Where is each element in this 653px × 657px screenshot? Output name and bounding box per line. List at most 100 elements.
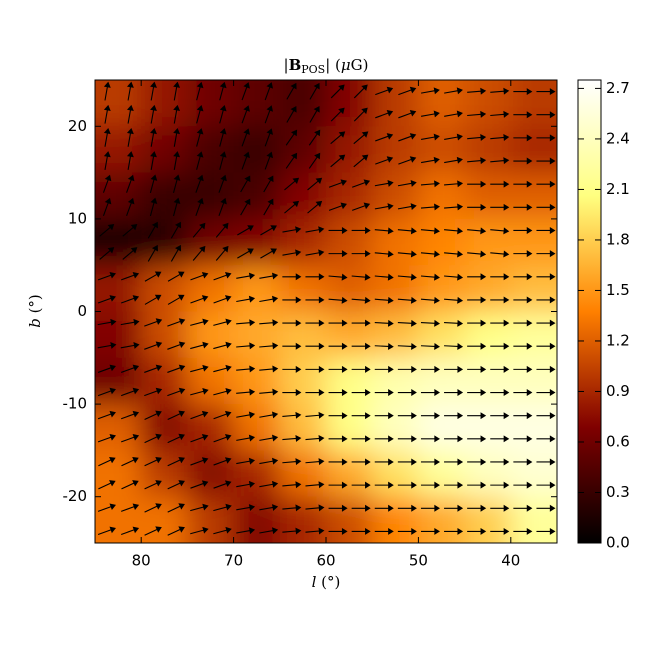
- vector-arrow: [513, 88, 533, 96]
- vector-arrow: [351, 365, 371, 373]
- vector-arrow: [264, 128, 274, 147]
- vector-arrow: [172, 174, 181, 194]
- heat-cell: [418, 357, 466, 405]
- vector-arrow: [263, 175, 274, 193]
- vector-arrow: [351, 250, 371, 258]
- vector-field: [97, 81, 556, 536]
- title-part: |: [284, 56, 289, 74]
- vector-arrow: [286, 106, 297, 123]
- vector-arrow: [397, 435, 417, 443]
- colorbar-tick-label: 0.6: [606, 432, 630, 450]
- vector-arrow: [330, 107, 345, 122]
- heat-cell: [326, 357, 373, 405]
- vector-arrow: [374, 412, 394, 420]
- vector-arrow: [147, 221, 158, 239]
- heat-cell: [418, 172, 466, 220]
- colorbar-tick-label: 2.1: [606, 180, 630, 198]
- vector-arrow: [97, 434, 116, 443]
- vector-arrow: [219, 128, 227, 147]
- vector-arrow: [490, 527, 510, 535]
- vector-arrow: [167, 503, 185, 513]
- vector-arrow: [120, 342, 140, 349]
- vector-arrow: [490, 250, 510, 258]
- heat-cell: [464, 450, 512, 498]
- vector-arrow: [467, 389, 487, 397]
- vector-arrow: [102, 174, 112, 193]
- vector-arrow: [236, 319, 256, 327]
- vector-arrow: [536, 273, 556, 281]
- vector-arrow: [259, 480, 279, 488]
- vector-arrow: [282, 296, 302, 304]
- vector-arrow: [196, 151, 204, 170]
- vector-arrow: [513, 481, 533, 489]
- vector-arrow: [444, 87, 463, 95]
- vector-arrow: [285, 152, 298, 169]
- vector-arrow: [351, 226, 371, 234]
- x-tick-label: 40: [501, 552, 520, 570]
- vector-arrow: [490, 342, 510, 350]
- vector-arrow: [144, 433, 162, 444]
- vector-arrow: [467, 458, 487, 466]
- vector-arrow: [420, 365, 440, 373]
- vector-arrow: [374, 527, 394, 535]
- vector-arrow: [467, 504, 487, 512]
- vector-arrow: [236, 434, 256, 442]
- vector-arrow: [167, 318, 186, 327]
- vector-arrow: [536, 412, 556, 420]
- vector-arrow: [536, 134, 556, 142]
- vector-arrow: [190, 410, 209, 420]
- vector-arrow: [213, 388, 232, 396]
- heat-cell: [187, 126, 235, 174]
- vector-arrow: [536, 458, 556, 466]
- heat-cell: [326, 172, 373, 220]
- heat-cell: [141, 311, 188, 359]
- vector-arrow: [126, 174, 135, 193]
- vector-arrow: [467, 296, 487, 304]
- heat-cell: [464, 126, 512, 174]
- vector-arrow: [97, 387, 116, 397]
- vector-arrow: [467, 527, 487, 535]
- x-tick-label: 80: [132, 552, 151, 570]
- heat-cell: [233, 357, 281, 405]
- vector-arrow: [444, 389, 464, 397]
- vector-arrow: [398, 133, 417, 142]
- vector-arrow: [121, 387, 140, 397]
- vector-arrow: [467, 412, 487, 420]
- vector-arrow: [192, 245, 206, 261]
- heat-cell: [187, 265, 235, 312]
- vector-arrow: [219, 151, 227, 170]
- vector-arrow: [150, 81, 157, 101]
- vector-arrow: [397, 342, 417, 350]
- heat-cell: [510, 172, 557, 220]
- vector-arrow: [259, 295, 279, 303]
- vector-arrow: [353, 154, 369, 168]
- colorbar-tick-label: 1.2: [606, 331, 630, 349]
- vector-arrow: [219, 105, 227, 124]
- colorbar-tick-label: 0.0: [606, 534, 630, 552]
- vector-arrow: [374, 296, 394, 304]
- vector-arrow: [444, 365, 464, 373]
- vector-arrow: [490, 412, 510, 420]
- vector-arrow: [397, 527, 417, 535]
- vector-arrow: [122, 224, 138, 237]
- vector-arrow: [192, 222, 206, 238]
- vector-arrow: [467, 435, 487, 443]
- vector-arrow: [352, 179, 371, 188]
- vector-arrow: [307, 200, 323, 214]
- vector-arrow: [536, 481, 556, 489]
- y-axis-label: b (°): [26, 294, 44, 328]
- vector-arrow: [513, 111, 533, 119]
- vector-arrow: [513, 203, 533, 211]
- vector-arrow: [97, 318, 117, 326]
- vector-arrow: [282, 389, 302, 397]
- colorbar-tick-label: 0.9: [606, 382, 630, 400]
- vector-arrow: [490, 296, 510, 304]
- vector-arrow: [444, 250, 464, 258]
- vector-arrow: [121, 364, 140, 373]
- vector-arrow: [282, 273, 302, 281]
- vector-arrow: [375, 109, 394, 119]
- vector-arrow: [397, 203, 417, 210]
- vector-arrow: [213, 457, 232, 466]
- vector-arrow: [353, 131, 369, 145]
